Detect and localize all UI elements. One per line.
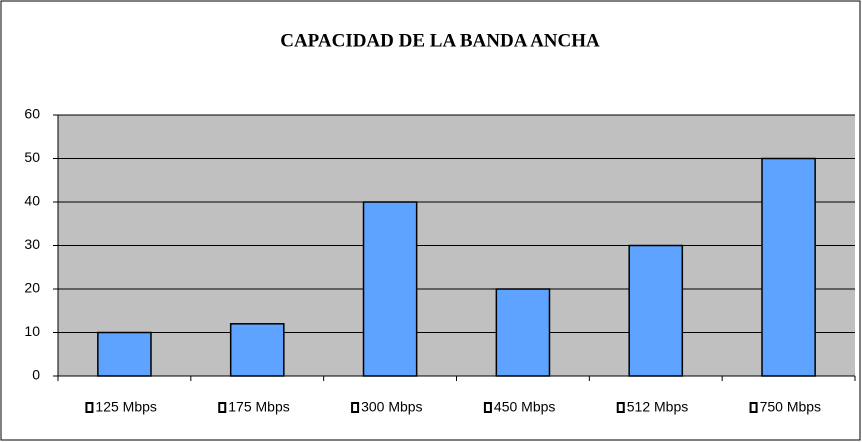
y-tick-label: 20 <box>24 280 40 296</box>
x-tick-label: 175 Mbps <box>228 399 289 415</box>
x-tick-label: 512 Mbps <box>627 399 688 415</box>
x-tick-label: 125 Mbps <box>95 399 156 415</box>
category-icon <box>483 402 492 413</box>
y-tick-label: 0 <box>32 367 40 383</box>
bar <box>97 331 152 377</box>
chart-title: CAPACIDAD DE LA BANDA ANCHA <box>280 30 600 51</box>
y-tick-label: 40 <box>24 193 40 209</box>
bar <box>628 244 684 377</box>
category-icon <box>85 402 94 413</box>
bar <box>495 288 551 377</box>
y-tick-label: 50 <box>24 149 40 165</box>
bar <box>761 157 816 377</box>
y-tick-label: 60 <box>24 106 40 122</box>
category-icon <box>351 402 360 413</box>
category-icon <box>616 402 625 413</box>
category-icon <box>749 402 758 413</box>
category-icon <box>218 402 227 413</box>
x-tick-label: 750 Mbps <box>760 399 821 415</box>
bar <box>229 323 285 377</box>
y-tick-label: 30 <box>24 236 40 252</box>
bar <box>362 201 418 377</box>
x-tick-label: 300 Mbps <box>361 399 422 415</box>
y-tick-label: 10 <box>24 323 40 339</box>
x-tick-label: 450 Mbps <box>494 399 555 415</box>
